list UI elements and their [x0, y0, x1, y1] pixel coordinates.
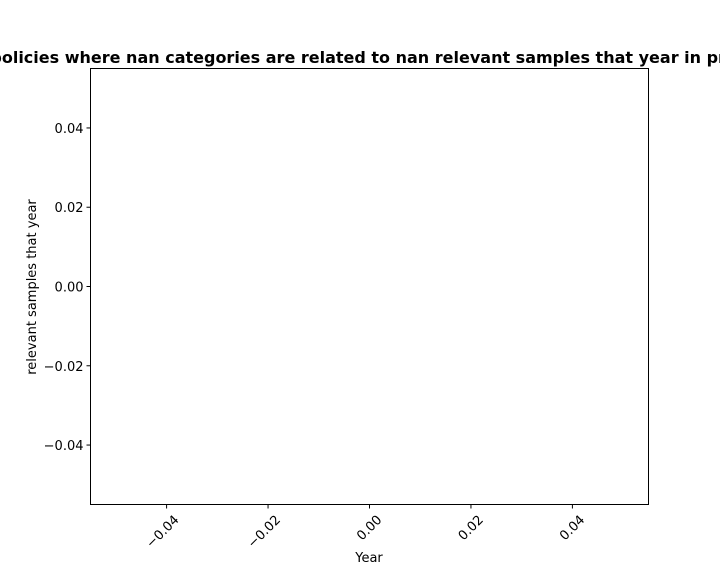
x-tick-label: −0.04 [144, 513, 183, 552]
y-tick-label: 0.04 [55, 122, 84, 137]
x-tick-label: −0.02 [245, 513, 284, 552]
y-axis-label: relevant samples that year [25, 199, 40, 375]
x-axis: −0.04 −0.02 0.00 0.02 0.04 [144, 504, 588, 552]
x-tick-label: 0.04 [557, 513, 588, 544]
y-tick-label: −0.02 [44, 360, 84, 375]
y-tick-label: −0.04 [44, 439, 84, 454]
x-tick-label: 0.00 [354, 513, 385, 544]
y-axis: 0.04 0.02 0.00 −0.02 −0.04 [44, 122, 91, 454]
x-tick-label: 0.02 [456, 513, 487, 544]
y-tick-label: 0.00 [55, 281, 84, 296]
x-axis-label: Year [354, 551, 383, 566]
plot-area [90, 68, 649, 505]
y-tick-label: 0.02 [55, 201, 84, 216]
chart-title: Number of privacy policies where nan cat… [0, 48, 720, 67]
